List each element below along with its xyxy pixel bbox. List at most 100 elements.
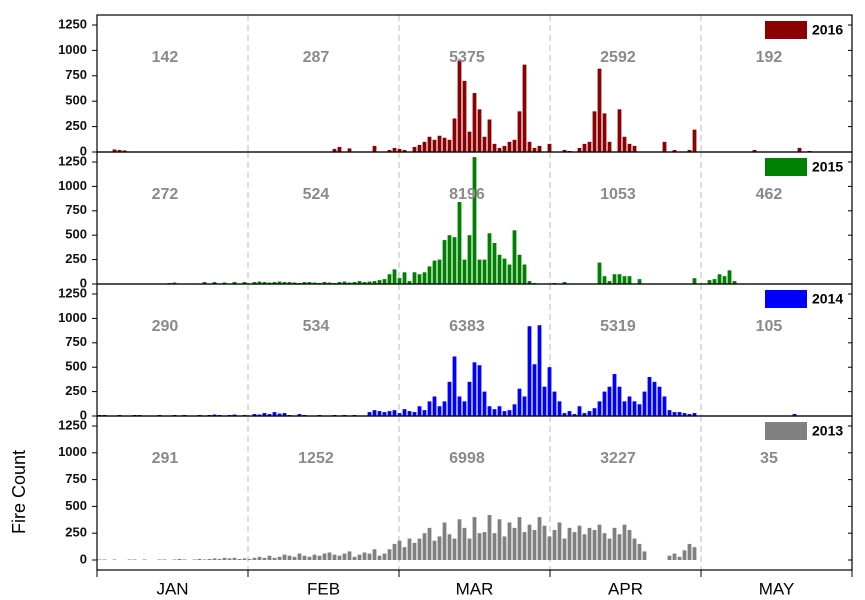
month-total: 6383	[449, 318, 485, 335]
bar	[602, 533, 607, 560]
bar	[692, 129, 697, 152]
bar	[637, 543, 642, 560]
bar	[597, 401, 602, 416]
bar	[542, 386, 547, 416]
bar	[267, 555, 272, 560]
bar	[572, 414, 577, 416]
bar	[412, 272, 417, 284]
bar	[567, 411, 572, 416]
bar	[582, 534, 587, 560]
bar	[512, 527, 517, 560]
bar	[252, 282, 257, 284]
bar	[442, 401, 447, 416]
bar	[287, 555, 292, 560]
bar	[547, 143, 552, 152]
bar	[427, 527, 432, 560]
bar	[457, 60, 462, 153]
y-tick-label: 1250	[58, 16, 87, 31]
bar	[527, 524, 532, 560]
bar	[582, 413, 587, 416]
bar	[487, 514, 492, 560]
bar	[547, 367, 552, 416]
bar	[202, 282, 207, 284]
bar	[607, 281, 612, 284]
bar	[272, 412, 277, 416]
bar	[622, 276, 627, 284]
month-total: 192	[756, 49, 783, 66]
bar	[347, 148, 352, 152]
bar	[417, 538, 422, 560]
bar	[537, 145, 542, 152]
bar	[337, 555, 342, 560]
y-tick-label: 500	[65, 359, 87, 374]
bar	[362, 552, 367, 560]
bar	[347, 282, 352, 284]
bar	[402, 272, 407, 284]
bar	[222, 282, 227, 284]
bar	[282, 554, 287, 560]
bar	[512, 404, 517, 416]
bar	[692, 413, 697, 416]
bar	[252, 414, 257, 416]
bar	[332, 554, 337, 560]
bar	[652, 381, 657, 416]
bar	[617, 386, 622, 416]
bar	[257, 414, 262, 416]
bar	[232, 557, 237, 560]
y-tick-label: 500	[65, 93, 87, 108]
bar	[207, 558, 212, 560]
y-tick-label: 750	[65, 67, 87, 82]
bar	[387, 149, 392, 152]
bar	[482, 136, 487, 152]
bar	[282, 413, 287, 416]
bar	[492, 143, 497, 152]
bar	[392, 410, 397, 416]
bar	[232, 282, 237, 284]
bar	[507, 522, 512, 560]
bar	[177, 558, 182, 560]
bar	[367, 412, 372, 416]
bar	[242, 558, 247, 560]
bar	[262, 413, 267, 416]
bar	[382, 412, 387, 416]
bar	[512, 230, 517, 284]
bar	[607, 386, 612, 416]
month-total: 5375	[449, 49, 485, 66]
bar	[377, 280, 382, 284]
bar	[532, 364, 537, 416]
bar	[517, 517, 522, 560]
bar	[217, 558, 222, 560]
bar	[502, 536, 507, 560]
bar	[507, 264, 512, 284]
bar	[632, 145, 637, 152]
bar	[502, 145, 507, 152]
y-tick-label: 1000	[58, 310, 87, 325]
bar	[607, 141, 612, 152]
bar	[417, 406, 422, 416]
bar	[292, 556, 297, 560]
bar	[522, 64, 527, 152]
bar	[487, 119, 492, 152]
bar	[242, 282, 247, 284]
bar	[382, 279, 387, 284]
bar	[392, 543, 397, 560]
bar	[752, 149, 757, 152]
bar	[622, 136, 627, 152]
bar	[547, 536, 552, 560]
bar	[492, 243, 497, 284]
y-tick-label: 0	[80, 551, 87, 566]
bar	[422, 533, 427, 560]
bar	[437, 536, 442, 560]
bar	[632, 401, 637, 416]
bar	[112, 559, 117, 560]
bar	[687, 543, 692, 560]
bar	[257, 281, 262, 284]
bar	[432, 540, 437, 560]
bar	[342, 281, 347, 284]
bar	[667, 555, 672, 560]
bar	[407, 411, 412, 416]
bar	[407, 281, 412, 284]
bar	[112, 149, 117, 152]
bar	[637, 279, 642, 284]
bar	[457, 202, 462, 284]
